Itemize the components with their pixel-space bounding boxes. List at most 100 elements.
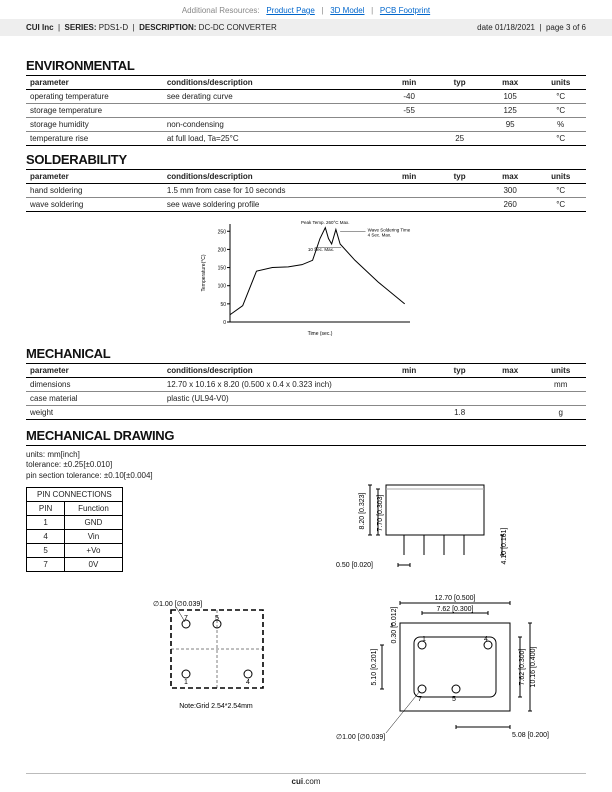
dim-h-out: 8.20 [0.323] [359, 493, 366, 530]
svg-text:Peak Temp. 260°C Max.: Peak Temp. 260°C Max. [301, 220, 350, 225]
th-units: units [535, 170, 586, 184]
content: ENVIRONMENTAL parameter conditions/descr… [0, 36, 612, 749]
th-units: units [535, 76, 586, 90]
th-min: min [384, 170, 435, 184]
cell: GND [65, 516, 122, 530]
svg-text:Temperature(°C): Temperature(°C) [201, 254, 207, 291]
th-typ: typ [434, 170, 485, 184]
th-min: min [384, 364, 435, 378]
th-min: min [384, 76, 435, 90]
dim-h-in: 7.62 [0.300] [519, 649, 526, 686]
cell: 1 [27, 516, 65, 530]
cell [384, 118, 435, 132]
table-row: 5+Vo [27, 544, 123, 558]
table-row: weight1.8g [26, 406, 586, 420]
cell: 25 [434, 132, 485, 146]
pin-col-func: Function [65, 502, 122, 516]
cell: see wave soldering profile [163, 198, 384, 212]
cell: temperature rise [26, 132, 163, 146]
cell [384, 406, 435, 420]
svg-text:4: 4 [484, 636, 488, 643]
svg-text:250: 250 [218, 229, 227, 235]
table-row: case materialplastic (UL94-V0) [26, 392, 586, 406]
date-value: 01/18/2021 [495, 23, 535, 32]
svg-text:Time (sec.): Time (sec.) [308, 331, 333, 337]
svg-text:5: 5 [452, 696, 456, 703]
cell: -40 [384, 90, 435, 104]
cell: operating temperature [26, 90, 163, 104]
drawing-area: PIN CONNECTIONS PIN Function 1GND4Vin5+V… [26, 487, 586, 749]
cell: storage temperature [26, 104, 163, 118]
svg-text:5: 5 [215, 615, 219, 622]
cell: °C [535, 132, 586, 146]
dim-off-v2: 0.30 [0.012] [391, 607, 398, 644]
cell [384, 184, 435, 198]
cell: °C [535, 104, 586, 118]
link-3d-model[interactable]: 3D Model [330, 6, 364, 15]
cell: °C [535, 184, 586, 198]
footprint-grid-note: Note:Grid 2.54*2.54mm [179, 703, 253, 710]
note-units: units: mm[inch] [26, 450, 316, 460]
th-cond: conditions/description [163, 170, 384, 184]
cell: case material [26, 392, 163, 406]
cell [384, 198, 435, 212]
cell: hand soldering [26, 184, 163, 198]
svg-text:4 Sec. Max.: 4 Sec. Max. [368, 232, 392, 237]
dim-hole: ∅1.00 [∅0.039] [336, 734, 385, 741]
table-row: 1GND [27, 516, 123, 530]
cell: 0V [65, 558, 122, 572]
table-row: temperature riseat full load, Ta=25°C 25 °… [26, 132, 586, 146]
cell [434, 118, 485, 132]
pin-table: PIN CONNECTIONS PIN Function 1GND4Vin5+V… [26, 487, 123, 572]
th-units: units [535, 364, 586, 378]
svg-text:7: 7 [418, 696, 422, 703]
cell: +Vo [65, 544, 122, 558]
dim-h-out: 10.16 [0.400] [530, 647, 537, 688]
cell [535, 392, 586, 406]
footprint-hole-dia: ∅1.00 [∅0.039] [153, 601, 202, 608]
series-label: SERIES: [65, 23, 97, 32]
svg-text:150: 150 [218, 266, 227, 272]
svg-text:100: 100 [218, 284, 227, 290]
cell: 95 [485, 118, 536, 132]
th-typ: typ [434, 364, 485, 378]
environmental-table: parameter conditions/description min typ… [26, 75, 586, 146]
dim-off-h: 5.08 [0.200] [512, 732, 549, 739]
pin-table-wrap: PIN CONNECTIONS PIN Function 1GND4Vin5+V… [26, 487, 123, 572]
page-value: 3 of 6 [566, 23, 586, 32]
link-pcb-footprint[interactable]: PCB Footprint [380, 6, 430, 15]
cell [434, 90, 485, 104]
desc-label: DESCRIPTION: [139, 23, 196, 32]
th-typ: typ [434, 76, 485, 90]
cell: 1.8 [434, 406, 485, 420]
desc-value: DC-DC CONVERTER [199, 23, 277, 32]
table-row: storage humiditynon-condensing95% [26, 118, 586, 132]
dim-h-in: 7.70 [0.303] [377, 495, 384, 532]
th-param: parameter [26, 76, 163, 90]
cell [434, 104, 485, 118]
cell: wave soldering [26, 198, 163, 212]
cell [163, 406, 384, 420]
cell: weight [26, 406, 163, 420]
section-mechdrawing-title: MECHANICAL DRAWING [26, 428, 586, 443]
cell: at full load, Ta=25°C [163, 132, 384, 146]
note-tol: tolerance: ±0.25[±0.010] [26, 460, 316, 470]
cell: 125 [485, 104, 536, 118]
cell: Vin [65, 530, 122, 544]
table-row: storage temperature-55125°C [26, 104, 586, 118]
footer-domain-bold: cui [292, 777, 304, 786]
cell [163, 104, 384, 118]
cell: see derating curve [163, 90, 384, 104]
cell [485, 132, 536, 146]
solderability-table: parameter conditions/description min typ… [26, 169, 586, 212]
svg-text:1: 1 [184, 679, 188, 686]
dim-pin-h: 4.10 [0.161] [501, 528, 508, 565]
table-row: 4Vin [27, 530, 123, 544]
cell: storage humidity [26, 118, 163, 132]
cell: °C [535, 90, 586, 104]
dim-off-v: 5.10 [0.201] [371, 649, 378, 686]
cell: °C [535, 198, 586, 212]
link-product-page[interactable]: Product Page [266, 6, 314, 15]
th-max: max [485, 364, 536, 378]
cell: 300 [485, 184, 536, 198]
